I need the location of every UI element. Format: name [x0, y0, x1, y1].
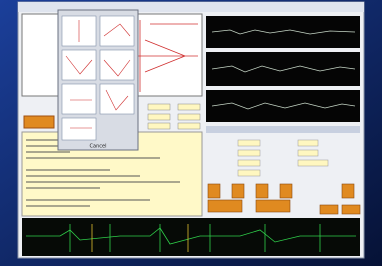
scope-panels: [206, 52, 360, 86]
popup-icons: [100, 84, 134, 114]
fields: [148, 104, 170, 110]
fields: [148, 114, 170, 120]
fields: [178, 114, 200, 120]
fields: [178, 104, 200, 110]
tool-buttons: [208, 184, 220, 198]
scope-panels: [206, 16, 360, 122]
tool-buttons: [342, 205, 360, 214]
tool-buttons: [256, 200, 290, 212]
form-fields: [238, 170, 260, 176]
tool-buttons: [342, 184, 354, 198]
popup-cancel[interactable]: Cancel: [90, 144, 107, 150]
popup-icons: [62, 50, 96, 80]
tool-buttons: [256, 184, 268, 198]
form-fields: [238, 140, 260, 146]
button[interactable]: [24, 116, 54, 128]
tool-buttons: [232, 184, 244, 198]
tool-buttons: [280, 184, 292, 198]
form-fields: [298, 150, 318, 156]
screenshot: Cancel: [0, 0, 382, 266]
tool-buttons: [320, 205, 338, 214]
form-fields: [298, 140, 318, 146]
fields: [178, 123, 200, 129]
form-fields: [238, 150, 260, 156]
fields: [148, 123, 170, 129]
popup-icons: [100, 16, 134, 46]
form-fields: [238, 160, 260, 166]
tool-buttons: [208, 200, 242, 212]
popup-icons: [100, 50, 134, 80]
page: {"popup": {"cancel": "Cancel"}}: [0, 0, 382, 266]
tab-strip[interactable]: [206, 126, 360, 133]
waveform-strip: [22, 218, 360, 256]
form-fields: [298, 160, 328, 166]
popup-icons: [62, 84, 96, 114]
popup-icons: [62, 118, 96, 140]
scope-panels: [206, 90, 360, 122]
scope-panels: [206, 16, 360, 48]
